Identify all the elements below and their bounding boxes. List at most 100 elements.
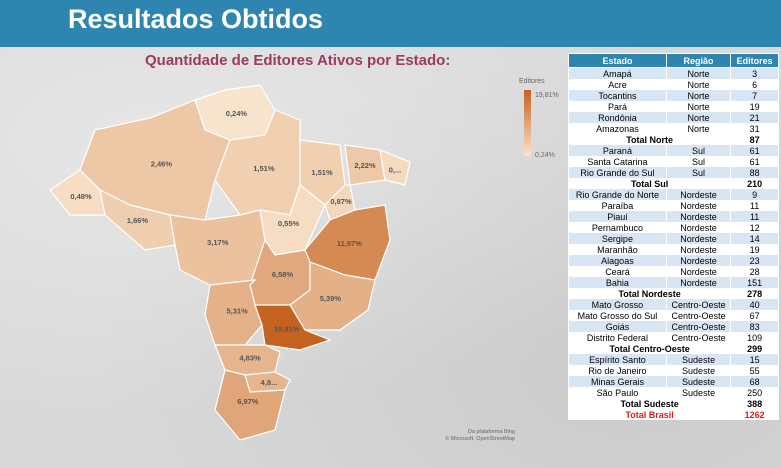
cell-regiao: Norte [665, 79, 732, 90]
table-row: São Paulo Sudeste 250 [568, 387, 779, 398]
table-body: Amapá Norte 3 Acre Norte 6 Tocantins Norte 7 Pará… [567, 67, 779, 420]
header-bar: Resultados Obtidos [0, 0, 781, 47]
cell-regiao: Norte [665, 67, 732, 79]
cell-estado: Minas Gerais [568, 376, 667, 387]
cell-regiao: Sudeste [665, 365, 732, 376]
cell-regiao: Nordeste [665, 255, 732, 266]
editors-table: Estado Região Editores Amapá Norte 3 Acre No… [567, 53, 779, 420]
map-value-label: 0,55% [278, 219, 300, 228]
table-row: Pará Norte 19 [568, 101, 779, 112]
map-title: Quantidade de Editores Ativos por Estado… [145, 52, 451, 69]
map-value-label: 0,48% [70, 192, 92, 201]
cell-estado: Rio Grande do Norte [568, 189, 667, 200]
cell-editores: 11 [730, 200, 779, 211]
state-sao-paulo[interactable] [254, 304, 332, 351]
cell-estado: Pará [568, 101, 667, 112]
table-row: Espírito Santo Sudeste 15 [568, 354, 779, 365]
cell-editores: 55 [730, 365, 779, 376]
state-rs[interactable] [214, 369, 286, 441]
cell-editores: 21 [730, 112, 779, 123]
map-value-label: 5,39% [320, 294, 342, 303]
total-label: Total Norte [567, 134, 732, 145]
cell-editores: 19 [730, 101, 779, 112]
region-total-row: Total Sul 210 [567, 178, 779, 189]
map-value-label: 1,66% [127, 216, 149, 225]
cell-estado: Paraíba [568, 200, 667, 211]
cell-regiao: Norte [665, 112, 732, 123]
table-row: Amazonas Norte 31 [568, 123, 779, 134]
cell-editores: 88 [730, 167, 779, 178]
table-row: Santa Catarina Sul 61 [568, 156, 779, 167]
table-row: Ceará Nordeste 28 [568, 266, 779, 277]
cell-editores: 11 [730, 211, 779, 222]
cell-regiao: Sudeste [665, 354, 732, 365]
cell-regiao: Centro-Oeste [665, 321, 732, 332]
table-row: Sergipe Nordeste 14 [568, 233, 779, 244]
cell-editores: 250 [730, 387, 779, 398]
cell-estado: Pernambuco [568, 222, 667, 233]
table-row: Alagoas Nordeste 23 [568, 255, 779, 266]
cell-estado: Mato Grosso do Sul [568, 310, 667, 321]
cell-estado: Distrito Federal [568, 332, 667, 343]
cell-estado: Mato Grosso [568, 299, 667, 310]
total-label: Total Sudeste [567, 398, 732, 409]
cell-regiao: Norte [665, 90, 732, 101]
total-value: 210 [730, 178, 779, 189]
map-value-label: 19,81% [274, 325, 300, 334]
cell-regiao: Nordeste [665, 211, 732, 222]
total-value: 299 [730, 343, 779, 354]
cell-estado: Piauí [568, 211, 667, 222]
cell-estado: Acre [568, 79, 667, 90]
map-value-label: 4,83% [239, 354, 261, 363]
map-value-label: 6,58% [272, 270, 294, 279]
brazil-map: 0,24% 2,46% 1,51% 1,51% 2,22% 0,... 0,87% 0,48%… [49, 84, 411, 441]
table-row: Goiás Centro-Oeste 83 [568, 321, 779, 332]
table-row: Mato Grosso Centro-Oeste 40 [568, 299, 779, 310]
cell-estado: Goiás [568, 321, 667, 332]
cell-editores: 14 [730, 233, 779, 244]
state-piaui[interactable] [324, 184, 356, 221]
map-credits: Da plataforma Bing © Microsoft, OpenStre… [440, 429, 515, 443]
map-value-label: 2,46% [151, 159, 173, 168]
cell-estado: Rondônia [568, 112, 667, 123]
table-row: Distrito Federal Centro-Oeste 109 [568, 332, 779, 343]
total-value: 87 [730, 134, 779, 145]
legend-title: Editores [519, 78, 545, 85]
column-header-editores: Editores [730, 53, 779, 68]
map-value-label: 11,97% [337, 239, 362, 248]
map-value-label: 6,97% [237, 397, 259, 406]
table-row: Minas Gerais Sudeste 68 [568, 376, 779, 387]
map-value-label: 4,8... [261, 378, 278, 387]
legend-color-scale [524, 90, 531, 156]
state-minas-gerais[interactable] [289, 261, 376, 331]
region-total-row: Total Sudeste 388 [567, 398, 779, 409]
cell-editores: 15 [730, 354, 779, 365]
cell-editores: 6 [730, 79, 779, 90]
cell-editores: 67 [730, 310, 779, 321]
table-row: Pernambuco Nordeste 12 [568, 222, 779, 233]
table-row: Rondônia Norte 21 [568, 112, 779, 123]
cell-estado: Rio de Janeiro [568, 365, 667, 376]
cell-estado: Sergipe [568, 233, 667, 244]
cell-regiao: Norte [665, 123, 732, 134]
cell-estado: Maranhão [568, 244, 667, 255]
cell-estado: Alagoas [568, 255, 667, 266]
cell-regiao: Sudeste [665, 387, 732, 398]
table-row: Piauí Nordeste 11 [568, 211, 779, 222]
credits-line-2: © Microsoft, OpenStreetMap [445, 436, 515, 442]
credits-line-1: Da plataforma Bing [467, 429, 515, 435]
cell-regiao: Sul [665, 167, 732, 178]
column-header-regiao: Região [665, 53, 732, 68]
cell-regiao: Nordeste [665, 277, 732, 288]
state-rn[interactable] [379, 149, 411, 186]
state-mato-grosso[interactable] [169, 209, 266, 286]
table-row: Bahia Nordeste 151 [568, 277, 779, 288]
map-value-label: 1,51% [311, 168, 333, 177]
cell-estado: Santa Catarina [568, 156, 667, 167]
table-row: Paraná Sul 61 [568, 145, 779, 156]
column-header-estado: Estado [568, 53, 667, 68]
cell-editores: 40 [730, 299, 779, 310]
table-row: Maranhão Nordeste 19 [568, 244, 779, 255]
cell-regiao: Centro-Oeste [665, 310, 732, 321]
cell-editores: 151 [730, 277, 779, 288]
